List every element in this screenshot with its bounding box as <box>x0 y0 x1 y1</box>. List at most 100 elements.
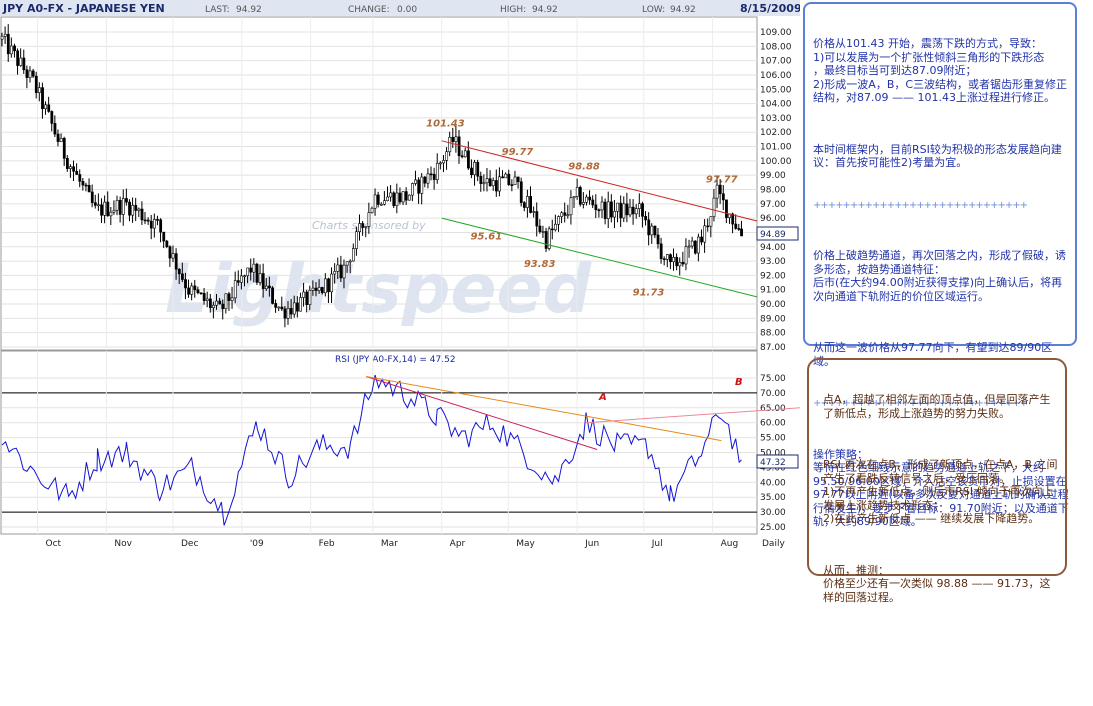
candle-body <box>302 291 306 298</box>
price-y-tick: 94.00 <box>760 243 786 253</box>
candle-body <box>740 228 743 237</box>
candle-body <box>149 220 153 229</box>
candle-body <box>665 254 669 260</box>
candle-body <box>208 298 212 308</box>
x-axis: Oct Nov Dec '09 Feb Mar Apr May Jun Jul Aug Daily <box>46 539 786 549</box>
candle-body <box>168 246 172 259</box>
analysis-note-price: 价格从101.43 开始，震荡下跌的方式，导致： 1)可以发展为一个扩张性倾斜三… <box>803 2 1077 528</box>
candle-body <box>289 308 293 315</box>
rsi-line <box>1 374 742 526</box>
candle-body <box>131 205 135 216</box>
candle-body <box>240 275 243 283</box>
low-label: LOW: <box>642 5 665 15</box>
candle-body <box>554 223 557 231</box>
candle-body <box>125 198 128 203</box>
last-label: LAST: <box>205 5 230 15</box>
price-y-tick: 93.00 <box>760 257 786 267</box>
candle-body <box>420 176 424 194</box>
price-y-tick: 108.00 <box>760 42 792 52</box>
candle-body <box>212 304 215 308</box>
candle-body <box>563 212 567 216</box>
candle-body <box>488 178 492 187</box>
candle-body <box>128 201 131 216</box>
candle-body <box>19 57 23 66</box>
candle-body <box>504 173 508 179</box>
candle-body <box>426 173 430 184</box>
candle-body <box>376 194 380 205</box>
candle-body <box>610 201 613 218</box>
high-value: 94.92 <box>532 5 558 15</box>
candle-body <box>510 184 514 186</box>
candle-body <box>439 162 442 165</box>
candle-body <box>700 236 703 243</box>
note-top-paragraph-2: 本时间框架内，目前RSI较为积极的形态发展趋向建议：首先按可能性2)考量为宜。 <box>813 142 1062 170</box>
rsi-y-tick: 65.00 <box>760 404 786 414</box>
candle-body <box>631 206 635 215</box>
price-y-tick: 96.00 <box>760 214 786 224</box>
candle-body <box>578 187 582 205</box>
candle-body <box>258 273 262 283</box>
candle-body <box>585 196 588 203</box>
candle-body <box>109 211 113 217</box>
rsi-y-tick: 30.00 <box>760 508 786 518</box>
candle-body <box>364 226 368 228</box>
candle-body <box>672 256 676 263</box>
candle-body <box>299 297 302 312</box>
candle-body <box>501 176 505 179</box>
note-top-paragraph-5: 操作策略： 等待在红色细线示意的趋势通道上轨之下，大约95.50/96.00区域… <box>813 447 1069 529</box>
price-annotation: 95.61 <box>471 232 503 243</box>
candle-body <box>355 231 358 249</box>
candle-body <box>246 267 250 277</box>
candle-body <box>324 278 327 294</box>
candle-body <box>75 170 79 175</box>
candle-body <box>25 69 29 78</box>
candle-body <box>140 208 144 221</box>
candle-body <box>619 202 623 219</box>
price-candles <box>0 24 743 328</box>
candle-body <box>451 137 455 142</box>
channel-line <box>441 217 758 298</box>
x-tick-label: Jul <box>651 539 663 549</box>
price-annotation: 97.77 <box>706 174 738 185</box>
candle-body <box>507 173 511 185</box>
candle-body <box>582 202 585 205</box>
rsi-y-tick: 75.00 <box>760 374 786 384</box>
rsi-current-label: 47.32 <box>760 458 786 468</box>
rsi-grid <box>2 351 757 534</box>
candle-body <box>594 204 598 211</box>
candle-body <box>721 193 725 201</box>
price-annotation: 93.83 <box>524 259 556 270</box>
x-tick-label: Jun <box>584 539 599 549</box>
rsi-point-label-a: A <box>598 392 607 403</box>
candle-body <box>342 264 346 279</box>
candle-body <box>156 219 159 221</box>
note-bottom-paragraph-2: RSI 再次在点B，形成了新顶点，在点A，B 之间产生了看跌反转信号之后，受压回… <box>823 458 1058 525</box>
candle-body <box>271 287 274 304</box>
price-y-tick: 90.00 <box>760 300 786 310</box>
candle-body <box>224 293 228 310</box>
candle-body <box>286 308 290 319</box>
candle-body <box>205 298 209 301</box>
candle-body <box>706 225 710 228</box>
rsi-current-box <box>756 454 799 469</box>
analysis-note-rsi: 点A，超越了相邻左面的顶点值，但是回落产生了新低点，形成上涨趋势的努力失败。 R… <box>807 358 1067 604</box>
candle-body <box>423 176 427 184</box>
candle-body <box>31 70 35 77</box>
candle-body <box>351 248 355 262</box>
channel-line <box>441 140 758 222</box>
price-y-tick: 107.00 <box>760 57 792 67</box>
candle-body <box>603 201 607 219</box>
candle-body <box>401 191 405 203</box>
candle-body <box>249 267 253 273</box>
candle-body <box>445 151 449 161</box>
candle-body <box>569 197 573 216</box>
rsi-y-tick: 70.00 <box>760 389 786 399</box>
price-y-tick: 102.00 <box>760 128 792 138</box>
rsi-trend-pink <box>585 407 800 424</box>
candle-body <box>647 219 651 236</box>
candle-body <box>339 264 343 279</box>
price-y-tick: 88.00 <box>760 329 786 339</box>
candle-body <box>268 285 271 289</box>
price-annotation: 101.43 <box>426 119 465 130</box>
candle-body <box>81 181 85 186</box>
